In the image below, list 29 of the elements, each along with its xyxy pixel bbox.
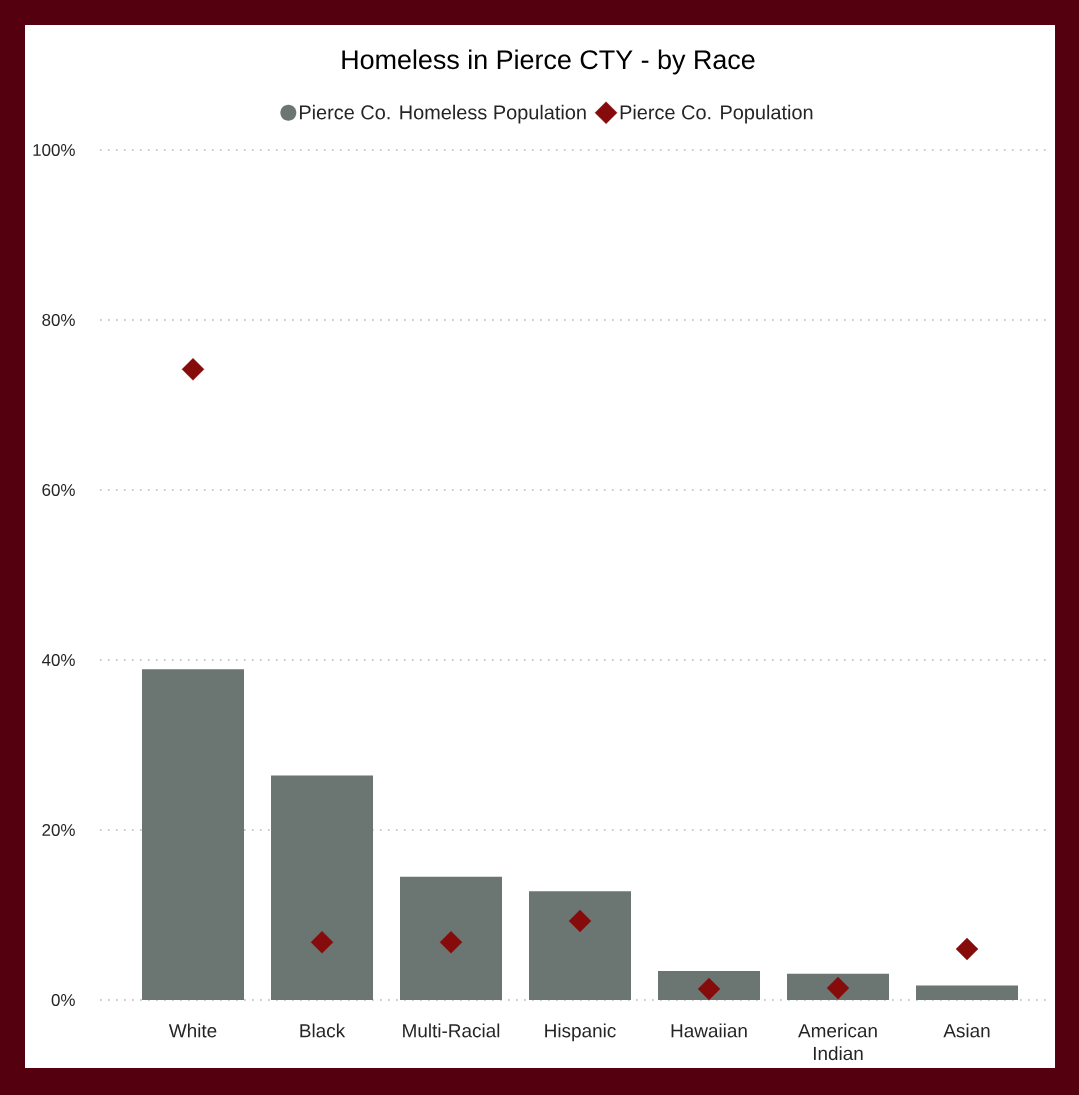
bar [400, 876, 502, 1000]
legend-label: Pierce Co. Population [620, 104, 813, 124]
point [568, 909, 592, 933]
x-tick-label: Multi-Racial [403, 1023, 500, 1038]
x-tick-label: Black [300, 1023, 346, 1038]
bar [916, 985, 1019, 1000]
bar [658, 971, 760, 1000]
point [181, 358, 205, 381]
bar [271, 775, 373, 1000]
y-tick-label: 100% [33, 143, 75, 156]
point [826, 976, 850, 1000]
x-tick-label: Hawaiian [671, 1023, 747, 1038]
point [310, 930, 334, 954]
legend-label: Pierce Co. Homeless Population [299, 104, 586, 124]
x-tick-label: White [168, 1023, 217, 1038]
y-tick-label: 40% [41, 654, 75, 666]
bar [529, 891, 631, 1000]
point [955, 937, 979, 961]
y-tick-label: 0% [51, 994, 75, 1006]
y-tick-label: 60% [42, 484, 75, 496]
point [697, 977, 721, 1001]
point [439, 930, 463, 954]
x-tick-label: Hispanic [545, 1023, 616, 1042]
x-tick-label: Asian [943, 1023, 990, 1038]
x-tick-label: American Indian [798, 1023, 877, 1061]
y-tick-label: 80% [42, 313, 75, 326]
y-tick-label: 20% [42, 824, 75, 836]
chart-title: Homeless in Pierce CTY - by Race [342, 49, 755, 75]
bar [142, 669, 244, 1000]
